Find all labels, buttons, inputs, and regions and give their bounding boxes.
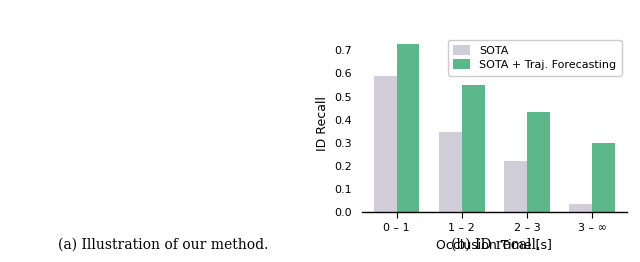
Bar bbox=[504, 161, 527, 212]
Bar bbox=[592, 143, 615, 212]
Bar bbox=[462, 85, 484, 212]
Bar bbox=[439, 132, 462, 212]
Bar bbox=[397, 45, 419, 212]
Bar bbox=[570, 204, 592, 212]
Legend: SOTA, SOTA + Traj. Forecasting: SOTA, SOTA + Traj. Forecasting bbox=[448, 40, 621, 76]
Text: (b) ID recall.: (b) ID recall. bbox=[451, 238, 541, 252]
Y-axis label: ID Recall: ID Recall bbox=[316, 96, 328, 151]
Bar bbox=[527, 112, 550, 212]
X-axis label: Occlusion Time [s]: Occlusion Time [s] bbox=[436, 238, 552, 251]
Text: (a) Illustration of our method.: (a) Illustration of our method. bbox=[58, 238, 268, 252]
Bar bbox=[374, 76, 397, 212]
